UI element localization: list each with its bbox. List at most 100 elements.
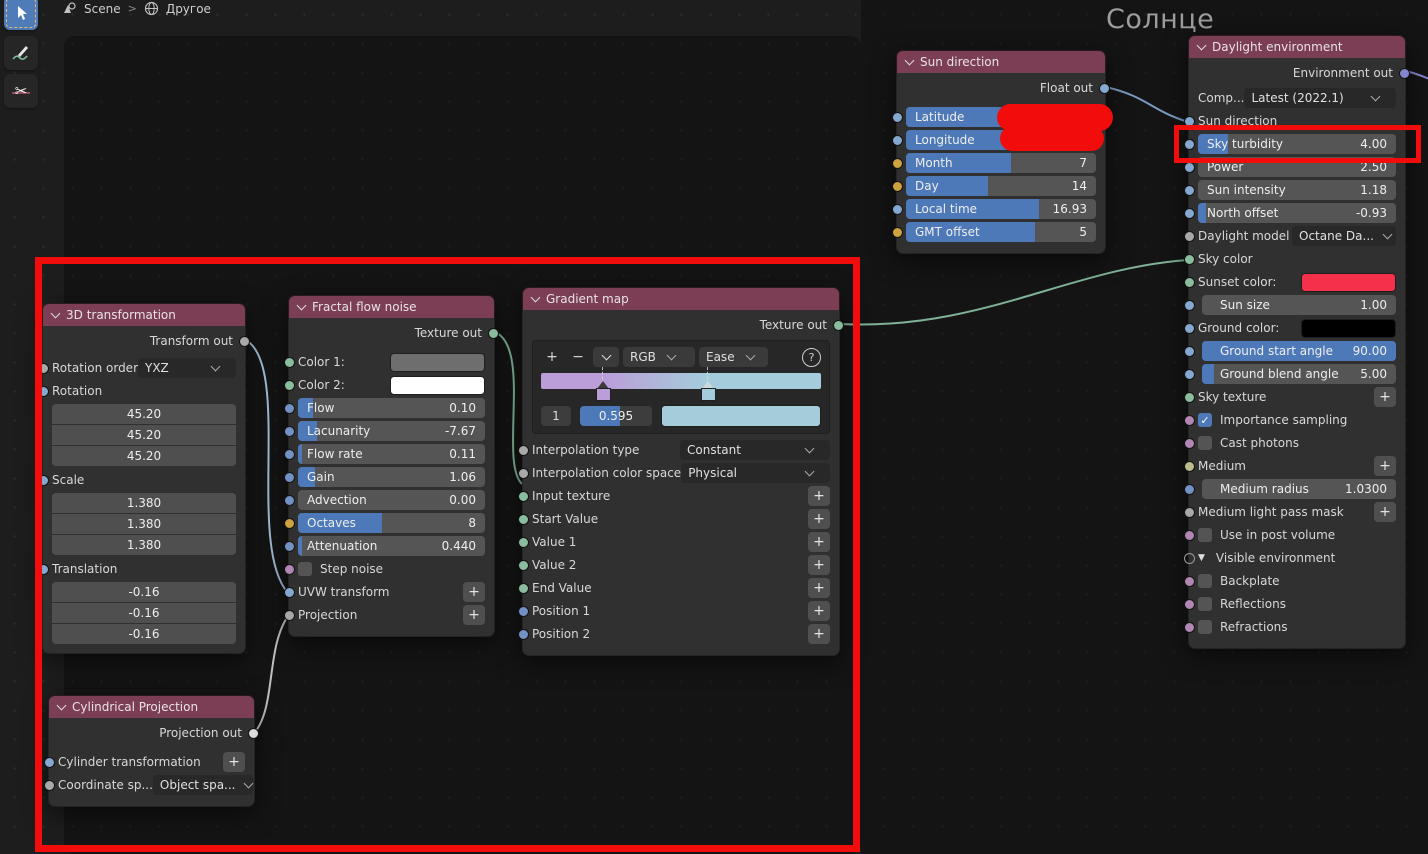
octaves-slider[interactable]: Octaves 8 xyxy=(298,513,485,533)
stop-position-field[interactable]: 0.595 xyxy=(580,406,652,426)
input-socket[interactable] xyxy=(38,363,49,374)
expand-triangle-icon[interactable]: ▼ xyxy=(1198,553,1205,563)
latitude-slider[interactable]: Latitude xyxy=(906,107,1096,127)
coordinate-sp--dropdown[interactable]: Object spa... xyxy=(152,775,254,795)
output-socket[interactable] xyxy=(1399,68,1410,79)
vector-value-field[interactable]: -0.16 xyxy=(52,603,236,623)
input-texture-add-button[interactable]: + xyxy=(808,486,830,506)
sky-turbidity-slider[interactable]: Sky turbidity 4.00 xyxy=(1198,134,1396,154)
color-1--swatch[interactable] xyxy=(390,352,485,372)
input-socket[interactable] xyxy=(1184,553,1195,564)
output-socket[interactable] xyxy=(488,328,499,339)
sun-size-slider[interactable]: Sun size 1.00 xyxy=(1202,295,1396,315)
flow-slider[interactable]: Flow 0.10 xyxy=(298,398,485,418)
power-slider[interactable]: Power 2.50 xyxy=(1198,157,1396,177)
comp--dropdown[interactable]: Latest (2022.1) xyxy=(1244,88,1396,108)
input-socket[interactable] xyxy=(284,518,295,529)
input-socket[interactable] xyxy=(518,514,529,525)
input-socket[interactable] xyxy=(1184,277,1195,288)
advection-slider[interactable]: Advection 0.00 xyxy=(298,490,485,510)
interpolation-color-space-dropdown[interactable]: Physical xyxy=(681,463,830,483)
cylindrical-projection-header[interactable]: Cylindrical Projection xyxy=(48,695,255,718)
input-socket[interactable] xyxy=(1184,415,1195,426)
refractions-checkbox[interactable] xyxy=(1198,620,1212,634)
input-socket[interactable] xyxy=(518,445,529,456)
output-socket[interactable] xyxy=(239,336,250,347)
rotation-order-dropdown[interactable]: YXZ xyxy=(138,358,236,378)
gmt-offset-slider[interactable]: GMT offset 5 xyxy=(906,222,1096,242)
cast-photons-checkbox[interactable] xyxy=(1198,436,1212,450)
selected-stop-color-swatch[interactable] xyxy=(661,405,821,427)
ground-blend-angle-slider[interactable]: Ground blend angle 5.00 xyxy=(1202,364,1396,384)
projection-add-button[interactable]: + xyxy=(463,605,485,625)
vector-value-field[interactable]: -0.16 xyxy=(52,624,236,644)
input-socket[interactable] xyxy=(518,629,529,640)
input-socket[interactable] xyxy=(44,757,55,768)
vector-value-field[interactable]: 45.20 xyxy=(52,425,236,445)
input-socket[interactable] xyxy=(1184,231,1195,242)
color-mode-dropdown[interactable]: RGB xyxy=(623,347,695,367)
input-socket[interactable] xyxy=(1184,162,1195,173)
month-slider[interactable]: Month 7 xyxy=(906,153,1096,173)
annotate-tool-button[interactable] xyxy=(4,36,38,70)
stop-options-dropdown[interactable] xyxy=(593,347,619,367)
input-socket[interactable] xyxy=(1184,208,1195,219)
input-socket[interactable] xyxy=(1184,346,1195,357)
backplate-checkbox[interactable] xyxy=(1198,574,1212,588)
input-socket[interactable] xyxy=(892,227,903,238)
input-socket[interactable] xyxy=(1184,323,1195,334)
input-socket[interactable] xyxy=(284,564,295,575)
vector-value-field[interactable]: 45.20 xyxy=(52,446,236,466)
importance-sampling-checkbox[interactable]: ✓ xyxy=(1198,413,1212,427)
interpolation-type-dropdown[interactable]: Constant xyxy=(680,440,830,460)
sunset-color--swatch[interactable] xyxy=(1301,272,1396,292)
input-socket[interactable] xyxy=(284,380,295,391)
medium-add-button[interactable]: + xyxy=(1374,456,1396,476)
breadcrumb-scene[interactable]: Scene xyxy=(84,1,121,16)
longitude-slider[interactable]: Longitude xyxy=(906,130,1096,150)
vector-value-field[interactable]: -0.16 xyxy=(52,582,236,602)
uvw-transform-add-button[interactable]: + xyxy=(463,582,485,602)
input-socket[interactable] xyxy=(284,587,295,598)
day-slider[interactable]: Day 14 xyxy=(906,176,1096,196)
value-1-add-button[interactable]: + xyxy=(808,532,830,552)
input-socket[interactable] xyxy=(1184,530,1195,541)
help-icon[interactable]: ? xyxy=(802,347,821,367)
input-socket[interactable] xyxy=(44,780,55,791)
input-socket[interactable] xyxy=(518,583,529,594)
output-socket[interactable] xyxy=(833,320,844,331)
input-socket[interactable] xyxy=(1184,461,1195,472)
reflections-checkbox[interactable] xyxy=(1198,597,1212,611)
3d-transformation-header[interactable]: 3D transformation xyxy=(42,303,246,326)
vector-value-field[interactable]: 1.380 xyxy=(52,493,236,513)
input-socket[interactable] xyxy=(518,606,529,617)
vector-value-field[interactable]: 1.380 xyxy=(52,535,236,555)
ground-color--swatch[interactable] xyxy=(1301,318,1396,338)
start-value-add-button[interactable]: + xyxy=(808,509,830,529)
position-1-add-button[interactable]: + xyxy=(808,601,830,621)
input-socket[interactable] xyxy=(892,158,903,169)
sun-direction-header[interactable]: Sun direction xyxy=(896,50,1106,73)
flow-rate-slider[interactable]: Flow rate 0.11 xyxy=(298,444,485,464)
ground-start-angle-slider[interactable]: Ground start angle 90.00 xyxy=(1202,341,1396,361)
input-socket[interactable] xyxy=(284,541,295,552)
interpolation-dropdown[interactable]: Ease xyxy=(699,347,768,367)
local-time-slider[interactable]: Local time 16.93 xyxy=(906,199,1096,219)
input-socket[interactable] xyxy=(1184,185,1195,196)
input-socket[interactable] xyxy=(518,491,529,502)
input-socket[interactable] xyxy=(1184,254,1195,265)
input-socket[interactable] xyxy=(518,560,529,571)
input-socket[interactable] xyxy=(284,403,295,414)
input-socket[interactable] xyxy=(518,537,529,548)
use-in-post-volume-checkbox[interactable] xyxy=(1198,528,1212,542)
input-socket[interactable] xyxy=(284,449,295,460)
position-2-add-button[interactable]: + xyxy=(808,624,830,644)
input-socket[interactable] xyxy=(284,495,295,506)
input-socket[interactable] xyxy=(284,472,295,483)
input-socket[interactable] xyxy=(1184,507,1195,518)
end-value-add-button[interactable]: + xyxy=(808,578,830,598)
input-socket[interactable] xyxy=(892,181,903,192)
stop-index-field[interactable]: 1 xyxy=(541,406,571,426)
input-socket[interactable] xyxy=(284,610,295,621)
remove-stop-button[interactable]: − xyxy=(572,349,584,365)
